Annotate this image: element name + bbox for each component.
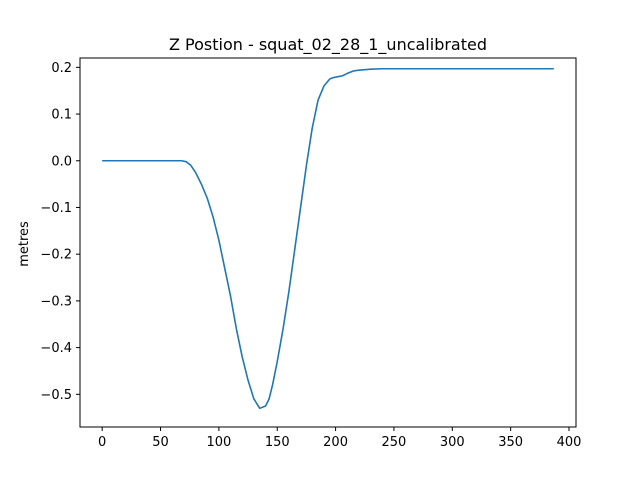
y-axis-label: metres [17,221,32,267]
x-tick-label: 0 [98,435,106,450]
x-tick-label: 150 [265,435,290,450]
series-line-0 [102,67,554,410]
plot-frame [79,57,577,428]
y-tick-label: 0.2 [51,61,72,76]
y-tick-label: −0.3 [40,294,72,309]
plot-area [102,67,554,410]
y-axis: 0.2 0.1 0.0 −0.1 −0.2 −0.3 −0.4 −0.5 [40,61,80,403]
x-tick-label: 100 [206,435,231,450]
y-tick-label: −0.2 [40,248,72,263]
y-tick-label: 0.1 [51,108,72,123]
x-tick-label: 300 [440,435,465,450]
x-tick-label: 250 [382,435,407,450]
x-tick-label: 400 [557,435,582,450]
y-tick-label: 0.0 [51,154,72,169]
y-tick-label: −0.1 [40,201,72,216]
x-tick-label: 200 [323,435,348,450]
x-tick-label: 50 [152,435,169,450]
y-tick-label: −0.4 [40,341,72,356]
y-tick-label: −0.5 [40,388,72,403]
x-axis: 0 50 100 150 200 250 300 350 400 [98,427,581,450]
chart-title: Z Postion - squat_02_28_1_uncalibrated [169,35,487,55]
x-tick-label: 350 [498,435,523,450]
